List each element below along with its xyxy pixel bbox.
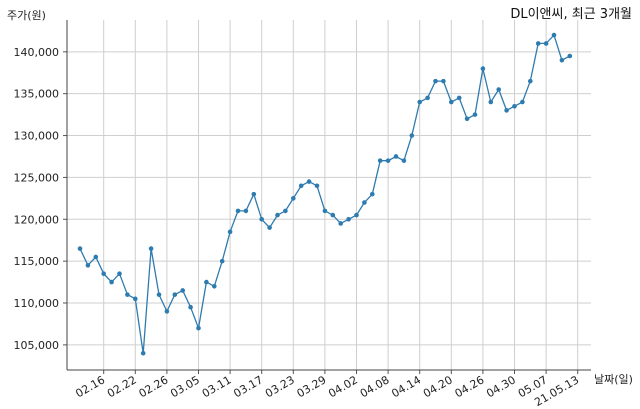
data-point (291, 196, 296, 201)
data-point (212, 283, 217, 289)
data-point (306, 179, 312, 184)
data-point (93, 254, 99, 260)
data-point (204, 279, 209, 285)
data-point (314, 183, 320, 189)
data-point (219, 258, 225, 264)
data-point (235, 208, 241, 214)
data-point (338, 221, 344, 226)
data-point (298, 183, 304, 189)
x-tick-label: 03.17 (231, 373, 265, 400)
x-tick-labels: 02.1602.2202.2603.0503.1103.1703.2303.29… (73, 373, 581, 409)
data-point (259, 216, 265, 222)
data-point (464, 116, 470, 122)
data-point (362, 200, 367, 205)
data-point (535, 41, 541, 46)
data-point (283, 208, 288, 214)
data-point (85, 263, 91, 268)
y-tick-label: 115,000 (14, 255, 60, 268)
data-point (275, 212, 280, 218)
x-axis-label: 날짜(일) (594, 372, 633, 386)
data-point (559, 57, 565, 63)
axes (63, 20, 591, 374)
y-tick-label: 125,000 (14, 171, 60, 184)
y-tick-labels: 105,000 110,000 115,000 120,000 125,000 130,0… (14, 46, 60, 352)
y-tick-label: 140,000 (14, 46, 60, 59)
x-tick-label: 03.11 (200, 373, 234, 400)
data-point (528, 78, 533, 84)
data-point (441, 78, 446, 84)
x-tick-label: 02.16 (73, 373, 107, 400)
data-point (164, 309, 170, 314)
data-point (251, 191, 257, 197)
data-point (472, 112, 478, 117)
x-tick-label: 04.30 (484, 373, 518, 400)
y-tick-label: 105,000 (14, 339, 60, 352)
y-tick-label: 110,000 (14, 297, 60, 310)
data-point (480, 66, 486, 71)
data-point (520, 99, 525, 105)
data-point (133, 296, 138, 302)
data-point (433, 78, 438, 84)
data-point (385, 158, 391, 163)
x-tick-label: 04.20 (421, 373, 455, 400)
chart-title: DL이앤씨, 최근 3개월 (510, 7, 632, 22)
data-point (148, 246, 154, 251)
data-point (267, 225, 272, 230)
data-point (543, 41, 549, 46)
data-point (512, 103, 517, 109)
data-point (117, 271, 122, 277)
data-point (125, 292, 130, 297)
x-tick-label: 04.14 (389, 373, 423, 400)
data-point (77, 246, 83, 251)
data-point (140, 350, 146, 356)
data-point (377, 158, 383, 163)
x-tick-label: 04.02 (326, 373, 360, 400)
data-point (101, 271, 106, 277)
x-tick-label: 03.05 (168, 373, 202, 400)
data-point (456, 95, 462, 101)
data-point (196, 325, 201, 331)
data-point (488, 99, 494, 105)
data-point (449, 99, 454, 105)
data-point (346, 216, 351, 222)
data-point (401, 158, 407, 163)
y-tick-label: 135,000 (14, 88, 60, 101)
data-point (172, 292, 178, 297)
data-point (417, 99, 423, 105)
data-point (551, 32, 557, 38)
data-point (109, 279, 114, 285)
data-point (370, 191, 375, 197)
data-point (567, 53, 573, 59)
y-tick-label: 130,000 (14, 130, 60, 143)
data-point (504, 108, 509, 113)
data-point (243, 208, 249, 214)
x-tick-label: 03.23 (263, 373, 297, 400)
data-point (180, 288, 185, 293)
data-point (409, 133, 415, 138)
grid (67, 20, 591, 370)
data-point (322, 208, 328, 214)
y-axis-label: 주가(원) (7, 9, 46, 22)
data-point (227, 229, 233, 235)
x-tick-label: 02.22 (105, 373, 139, 400)
x-tick-label: 03.29 (295, 373, 329, 400)
data-point (425, 95, 430, 101)
x-tick-label: 04.26 (453, 373, 487, 400)
y-tick-label: 120,000 (14, 213, 60, 226)
x-tick-label: 04.08 (358, 373, 392, 400)
data-point (188, 304, 193, 310)
x-tick-label: 02.26 (137, 373, 171, 400)
series-points (77, 32, 573, 356)
data-point (156, 292, 162, 297)
data-point (330, 212, 336, 218)
data-point (354, 212, 359, 218)
data-point (393, 154, 399, 159)
data-point (496, 87, 502, 92)
